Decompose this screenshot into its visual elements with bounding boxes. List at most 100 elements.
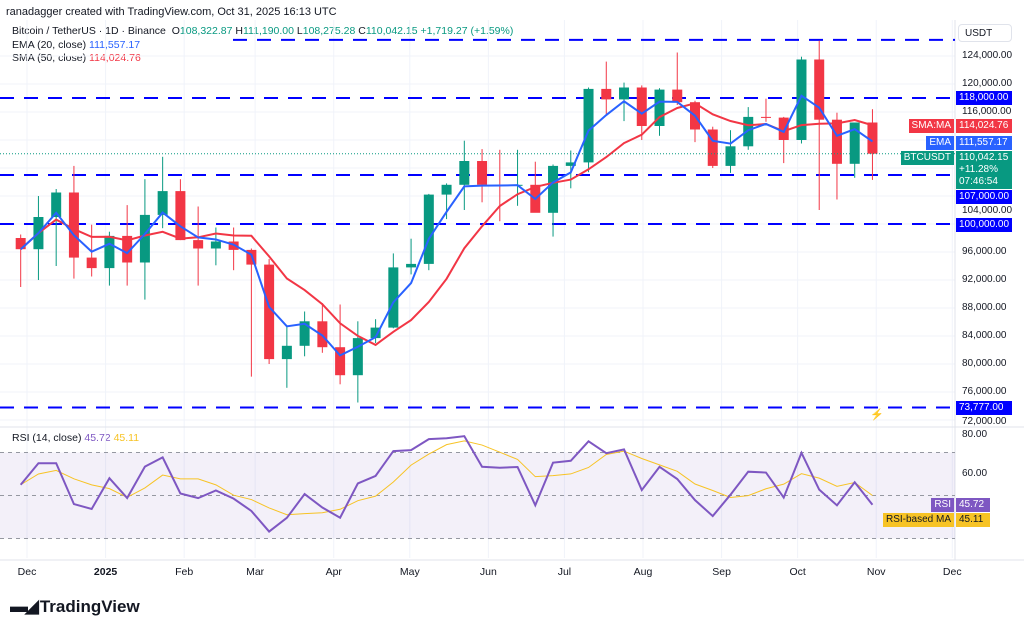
last-price-tag: 110,042.15 +11.28% 07:46:54 (956, 151, 1012, 190)
candle-body (175, 191, 186, 241)
candle-body (193, 240, 204, 249)
candle-body (459, 161, 470, 185)
sma-tag: SMA:MA (908, 119, 954, 133)
change-value: +1,719.27 (+1.59%) (420, 25, 514, 37)
time-tick: Feb (175, 566, 194, 578)
candle-body (654, 89, 665, 126)
candle-body (139, 214, 150, 263)
ema-legend[interactable]: EMA (20, close) 111,557.17 (12, 39, 513, 53)
candle-body (299, 321, 310, 346)
time-tick: Apr (325, 566, 342, 578)
sma-line (20, 102, 873, 347)
rsi-value-tag: 45.72 (956, 497, 990, 512)
sma-legend[interactable]: SMA (50, close) 114,024.76 (12, 52, 513, 66)
rsi-line (19, 435, 874, 533)
close-label: C (358, 25, 366, 37)
time-tick: Dec (17, 566, 37, 578)
price-tick: 92,000.00 (962, 274, 1007, 285)
open-label: O (171, 25, 180, 37)
brand-name: TradingView (39, 596, 140, 616)
time-tick: Mar (246, 566, 265, 578)
rsi-legend[interactable]: RSI (14, close) 45.72 45.11 (12, 432, 139, 444)
candle-body (335, 347, 346, 376)
price-tick: 116,000.00 (962, 106, 1012, 117)
candle-body (725, 146, 736, 166)
high-value: 111,190.00 (242, 25, 294, 37)
time-tick: Nov (866, 566, 886, 578)
rsi-ma-value-tag: 45.11 (956, 512, 990, 527)
candle-body (423, 194, 434, 264)
rsi-tick: 60.00 (962, 468, 988, 479)
currency-selector[interactable]: USDT (958, 24, 1012, 42)
chart-credit: ranadagger created with TradingView.com,… (6, 6, 337, 18)
candle-body (104, 235, 115, 269)
legend: Bitcoin / TetherUS · 1D · Binance O108,3… (12, 25, 513, 66)
candle-body (849, 122, 860, 164)
time-tick: Oct (789, 566, 806, 578)
ema-value: 111,557.17 (89, 38, 141, 51)
level-price-tag: 118,000.00 (956, 91, 1012, 105)
rsi-value: 45.72 (84, 432, 111, 444)
candle-body (370, 327, 381, 339)
candle-body (601, 88, 612, 100)
candle-body (352, 338, 363, 376)
rsi-label: RSI (14, close) (12, 432, 82, 444)
low-value: 108,275.28 (302, 25, 356, 37)
candle-body (477, 161, 488, 185)
lightning-icon: ⚡ (870, 408, 884, 421)
low-label: L (296, 25, 303, 37)
candle-body (441, 184, 452, 195)
ema-price-tag: 111,557.17 (956, 136, 1012, 151)
price-tick: 104,000.00 (962, 205, 1013, 217)
candle-body (210, 241, 221, 249)
symbol-tag: BTCUSDT (900, 151, 954, 166)
price-tick: 88,000.00 (962, 302, 1007, 313)
high-label: H (235, 25, 243, 37)
candle-body (619, 87, 630, 100)
price-tick: 124,000.00 (962, 50, 1013, 61)
candle-body (636, 87, 647, 126)
close-value: 110,042.15 (365, 25, 418, 37)
candle-body (51, 192, 62, 217)
price-tick: 72,000.00 (962, 415, 1007, 427)
open-value: 108,322.87 (179, 25, 233, 37)
ema-tag: EMA (926, 136, 954, 151)
time-tick: Sep (712, 566, 731, 578)
candle-body (583, 88, 594, 163)
symbol-name: Bitcoin / TetherUS · 1D · Binance (12, 25, 166, 37)
candle-body (122, 235, 133, 263)
candle-body (68, 192, 79, 258)
price-tick: 120,000.00 (962, 78, 1013, 89)
sma-value: 114,024.76 (89, 52, 141, 64)
time-tick: Jul (557, 566, 572, 578)
tradingview-logo[interactable]: ▬◢ TradingView (10, 596, 140, 617)
time-tick: Dec (942, 566, 962, 578)
rsi-ma-line (20, 440, 873, 516)
candle-body (317, 321, 328, 348)
level-price-tag: 107,000.00 (956, 190, 1012, 205)
tradingview-logo-icon: ▬◢ (10, 596, 39, 616)
candle-body (743, 116, 754, 147)
price-tick: 80,000.00 (962, 358, 1007, 369)
time-tick: 2025 (93, 566, 118, 578)
ema-label: EMA (20, close) (12, 38, 87, 51)
candle-body (86, 257, 97, 269)
candle-body (264, 264, 275, 360)
time-tick: May (399, 566, 420, 578)
candle-body (778, 117, 789, 140)
price-tick: 76,000.00 (962, 386, 1007, 397)
time-tick: Aug (633, 566, 653, 578)
last-price-countdown: 07:46:54 (959, 176, 998, 188)
rsi-tick: 80.00 (962, 428, 988, 440)
candle-body (831, 119, 842, 164)
candle-body (760, 116, 771, 118)
rsi-ma-tag: RSI-based MA (882, 512, 954, 527)
sma-price-tag: 114,024.76 (956, 119, 1012, 133)
candle-body (814, 59, 825, 120)
rsi-tag: RSI (931, 497, 954, 512)
price-tick: 96,000.00 (962, 246, 1007, 257)
last-price-pct: +11.28% (959, 164, 999, 176)
candle-body (565, 162, 576, 166)
level-price-tag: 100,000.00 (956, 218, 1012, 233)
